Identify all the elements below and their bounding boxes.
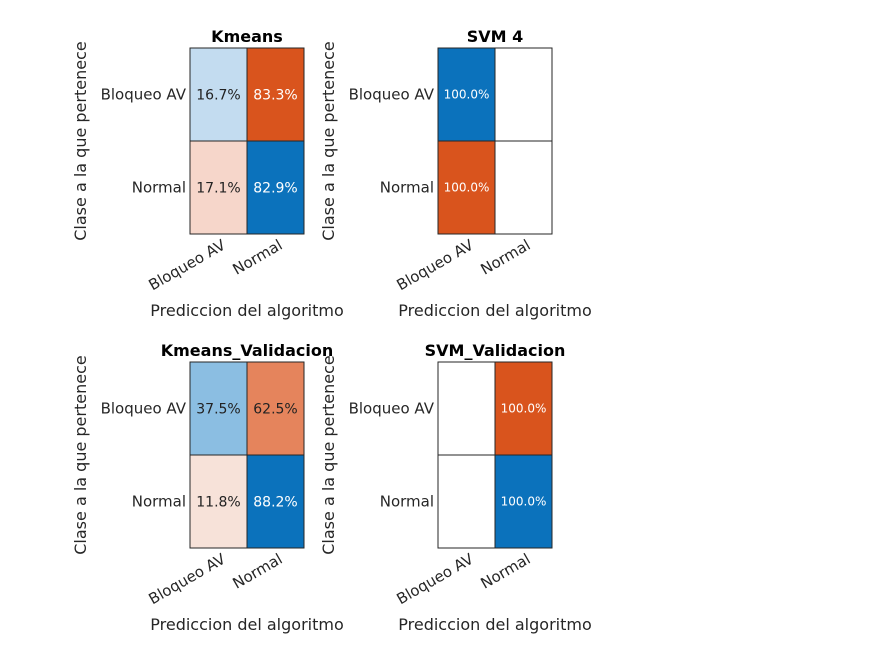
matrix-cell [494,140,553,235]
y-tick-label: Normal [380,493,434,511]
x-axis-label: Prediccion del algoritmo [150,301,344,320]
y-tick-label: Bloqueo AV [101,400,187,418]
cell-value-label: 100.0% [501,495,547,509]
cell-value-label: 62.5% [253,402,297,418]
x-axis-label: Prediccion del algoritmo [150,615,344,634]
y-tick-label: Normal [380,179,434,197]
matrix-cell [437,454,496,549]
chart-title: Kmeans_Validacion [161,341,334,360]
chart-title: SVM 4 [467,27,524,46]
matrix-cell [189,140,248,235]
matrix-cell [494,47,553,142]
cell-value-label: 82.9% [253,181,297,197]
y-axis-label: Clase a la que pertenece [319,355,338,554]
matrix-cell [246,140,305,235]
matrix-cell [246,47,305,142]
matrix-cell [246,454,305,549]
chart-title: SVM_Validacion [425,341,566,360]
cell-value-label: 17.1% [196,181,240,197]
x-axis-label: Prediccion del algoritmo [398,301,592,320]
x-tick-label: Normal [229,550,285,593]
cell-value-label: 16.7% [196,88,240,104]
x-tick-label: Normal [477,236,533,279]
y-axis-label: Clase a la que pertenece [71,41,90,240]
cell-value-label: 100.0% [444,181,490,195]
y-tick-label: Bloqueo AV [349,400,435,418]
x-tick-label: Bloqueo AV [146,236,230,295]
confusion-matrix-panel: Kmeans_Validacion 37.5% 62.5% 11.8% 88.2% Blo… [71,341,344,634]
matrix-cell [437,140,496,235]
x-tick-label: Normal [477,550,533,593]
cell-value-label: 11.8% [196,495,240,511]
x-axis-label: Prediccion del algoritmo [398,615,592,634]
matrix-cell [494,454,553,549]
matrix-cell [189,47,248,142]
cell-value-label: 100.0% [444,88,490,102]
cell-value-label: 37.5% [196,402,240,418]
x-tick-label: Normal [229,236,285,279]
matrix-cell [189,454,248,549]
y-axis-label: Clase a la que pertenece [71,355,90,554]
y-tick-label: Normal [132,179,186,197]
matrix-cell [494,361,553,456]
x-tick-label: Bloqueo AV [146,550,230,609]
y-tick-label: Normal [132,493,186,511]
cell-value-label: 100.0% [501,402,547,416]
y-axis-label: Clase a la que pertenece [319,41,338,240]
x-tick-label: Bloqueo AV [394,236,478,295]
cell-value-label: 88.2% [253,495,297,511]
y-tick-label: Bloqueo AV [101,86,187,104]
matrix-cell [246,361,305,456]
y-tick-label: Bloqueo AV [349,86,435,104]
chart-title: Kmeans [211,27,283,46]
cell-value-label: 83.3% [253,88,297,104]
x-tick-label: Bloqueo AV [394,550,478,609]
matrix-cell [437,361,496,456]
